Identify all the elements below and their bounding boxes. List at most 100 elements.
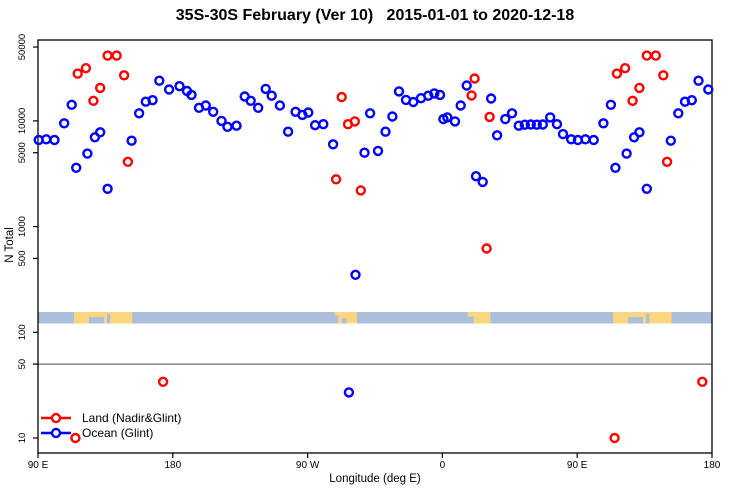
data-point [70,162,82,174]
data-point [66,99,77,111]
y-tick-label: 50 [17,359,28,370]
data-point [661,156,673,168]
data-point [282,126,294,137]
data-point [408,96,419,108]
data-point [274,100,286,111]
x-tick-label: 90 W [296,460,320,471]
data-point [245,95,256,107]
legend-item-ocean: Ocean (Glint) [40,425,181,440]
data-point [154,75,165,86]
y-tick-label: 10000 [17,108,28,134]
y-tick-label: 100 [17,324,28,340]
data-point [349,116,360,127]
x-tick-label: 0 [440,460,446,471]
land-series-marker-icon [41,412,71,423]
data-point [470,170,482,182]
chart-title: 35S-30S February (Ver 10) 2015-01-01 to … [175,7,575,24]
ocean-series-marker-icon [41,427,71,438]
data-point [566,134,577,145]
data-point [393,86,405,97]
data-point [650,50,661,61]
data-point [557,128,569,140]
y-tick-label: 10 [17,433,28,444]
data-point [303,107,314,118]
data-point [118,70,130,81]
data-point [506,108,518,119]
data-point [88,95,99,107]
data-point [619,62,631,74]
data-point [359,147,370,158]
data-point [231,120,242,131]
data-point [309,119,321,131]
data-point [387,111,398,122]
data-point [94,127,106,138]
data-point [72,68,83,79]
data-point [266,90,277,101]
x-axis-title: Longitude (deg E) [329,473,421,485]
data-point [455,100,466,111]
data-point [126,135,137,146]
legend-label-ocean: Ocean (Glint) [82,425,154,440]
data-point [200,100,212,111]
data-point [697,376,708,387]
x-tick-label: 180 [164,460,181,471]
land-patch [334,312,358,324]
data-point [605,99,617,111]
data-point [634,82,645,94]
data-point [665,135,676,146]
data-point [703,84,714,95]
data-point [611,68,623,79]
data-point [673,108,684,119]
data-point [658,70,669,81]
world-map-band [38,312,712,324]
data-point [429,88,440,99]
data-point [477,176,488,188]
data-point [484,111,495,123]
data-point [485,93,497,104]
data-point [641,50,652,61]
data-point [491,130,503,141]
data-point [260,83,271,95]
data-point [318,118,329,130]
data-point [94,82,106,94]
data-point [641,183,652,195]
data-point [525,119,536,130]
data-point [49,134,60,146]
data-point [610,162,621,174]
data-point [686,94,697,106]
data-point [350,269,361,280]
data-point [621,148,632,159]
y-tick-label: 1000 [17,216,28,237]
data-point [364,108,376,119]
data-point [133,108,145,119]
plot-border [37,39,713,454]
data-point [551,118,563,130]
data-point [147,94,158,106]
x-tick-label: 180 [704,460,721,471]
data-point [609,432,620,444]
data-point [469,73,480,84]
y-tick-label: 50000 [17,34,28,60]
data-point [111,50,122,61]
data-point [513,120,524,131]
data-point [588,134,599,146]
data-point [253,102,264,114]
data-point [216,115,227,127]
data-point [222,121,233,133]
data-point [519,119,530,130]
y-tick-label: 5000 [17,142,28,163]
data-point [343,387,355,398]
data-point [102,50,113,61]
data-point [537,119,548,130]
data-point [434,89,446,101]
data-point [186,89,197,101]
data-point [163,84,175,95]
data-point [336,91,347,103]
data-point [442,112,453,123]
data-point [693,75,704,86]
data-point [174,80,185,92]
scatter-points-ocean [33,75,714,398]
land-patch [467,312,491,324]
